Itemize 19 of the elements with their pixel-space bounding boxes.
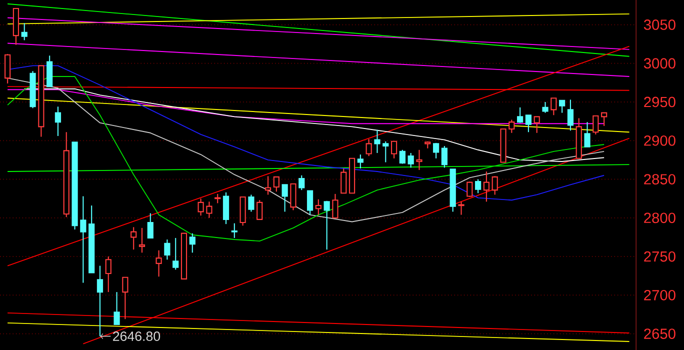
y-tick-label: 2950 <box>644 96 676 108</box>
y-tick-label: 2900 <box>644 135 676 146</box>
annotation: 2646.80 <box>113 332 160 341</box>
y-tick-label: 3000 <box>644 58 676 69</box>
y-tick-label: 2850 <box>644 174 676 184</box>
candlestick <box>416 149 422 171</box>
candlestick <box>483 170 490 202</box>
line-series <box>24 88 605 162</box>
candlestick <box>80 196 86 284</box>
y-tick-label: 2800 <box>644 212 676 224</box>
y-tick-label: 2650 <box>644 328 676 339</box>
candlestick <box>374 129 380 154</box>
candlestick <box>54 106 62 137</box>
y-tick-label: 2700 <box>644 290 676 300</box>
line-series <box>7 89 605 124</box>
y-tick-label: 2750 <box>644 251 676 262</box>
candlestick <box>130 226 137 250</box>
candlestick <box>458 201 464 216</box>
y-tick-label: 3050 <box>644 20 676 30</box>
